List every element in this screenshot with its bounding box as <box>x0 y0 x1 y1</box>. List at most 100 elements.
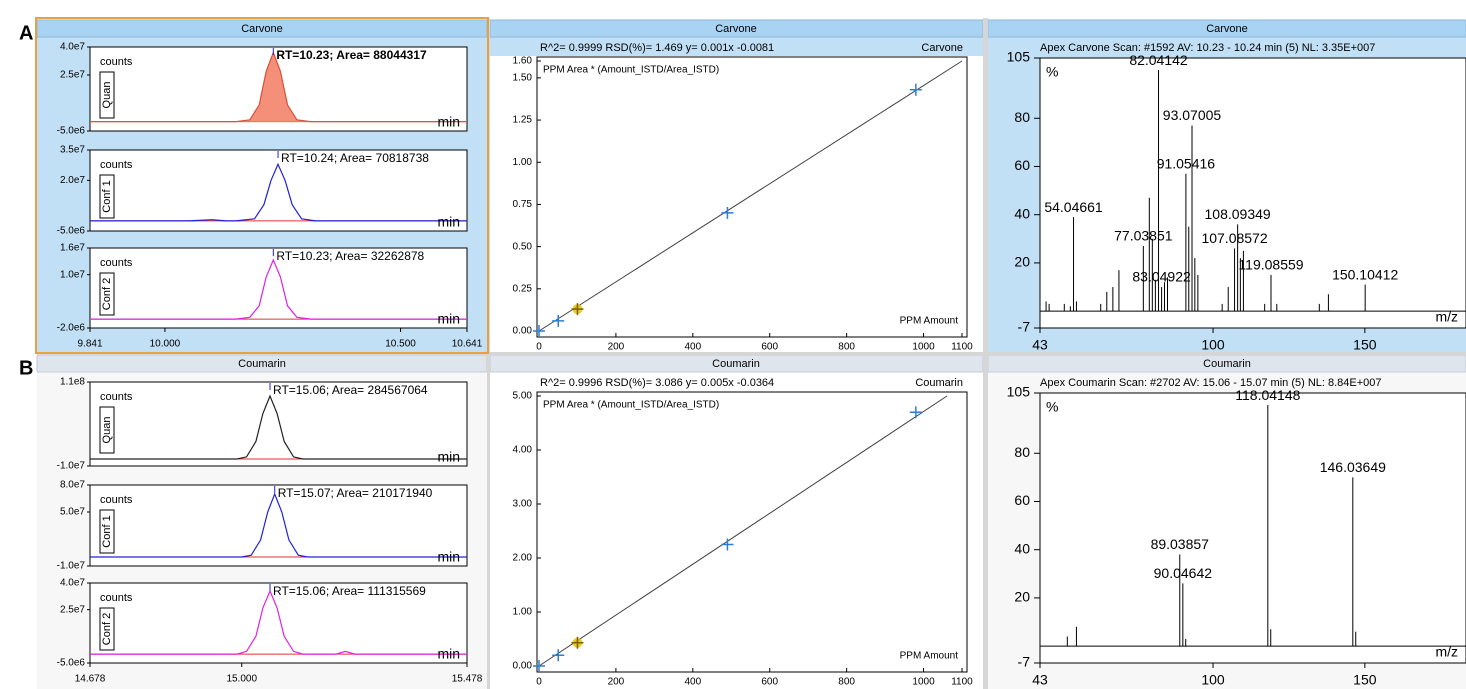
y-tick-label: 105 <box>1007 49 1031 65</box>
trace-label-box <box>99 406 115 454</box>
x-tick-label: 400 <box>684 677 701 688</box>
panel-title: Coumarin <box>238 358 286 370</box>
calibration-stats: R^2= 0.9999 RSD(%)= 1.469 y= 0.001x -0.0… <box>540 42 774 54</box>
y-axis-title: PPM Area * (Amount_ISTD/Area_ISTD) <box>543 400 719 411</box>
y-tick-label: 5.00 <box>513 391 533 402</box>
trace-label: Conf 1 <box>101 515 113 547</box>
x-tick-label: 15.478 <box>452 674 483 685</box>
x-tick-label: 200 <box>608 677 625 688</box>
peak-label: 82.04142 <box>1129 52 1188 68</box>
y-tick-label: 4.0e7 <box>60 42 85 53</box>
x-tick-label: 150 <box>1353 337 1377 353</box>
trace-label: Quan <box>101 82 113 109</box>
peak-annotation: RT=15.06; Area= 284567064 <box>273 383 428 397</box>
y-unit: counts <box>100 257 133 269</box>
content: A Carvone Carvone Carvone 4.0e7 2.5e7 -5.0e6 co… <box>19 22 1466 688</box>
trace-label-box <box>99 71 115 119</box>
y-tick-label: 0.00 <box>513 661 533 672</box>
y-tick-label: 1.00 <box>513 157 533 168</box>
x-tick-label: 1100 <box>951 677 973 688</box>
trace <box>90 258 467 320</box>
y-tick-label: 1.60 <box>513 56 533 67</box>
y-unit: counts <box>100 391 133 403</box>
x-unit: min <box>437 311 460 327</box>
x-tick-label: 0 <box>536 677 542 688</box>
y-tick-label: -7 <box>1018 319 1031 335</box>
fit-line <box>538 60 963 332</box>
calibration-point <box>552 314 565 327</box>
y-tick-label: -1.0e7 <box>57 461 86 472</box>
y-tick-label: 60 <box>1014 492 1030 508</box>
x-unit: min <box>437 549 460 565</box>
peak-label: 89.03857 <box>1151 536 1210 552</box>
x-tick-label: 43 <box>1032 672 1048 688</box>
plot-frame <box>89 149 468 232</box>
calibration-point <box>721 538 734 551</box>
y-tick-label: -1.0e7 <box>57 561 86 572</box>
y-unit: % <box>1046 399 1058 415</box>
y-tick-label: 1.25 <box>513 115 533 126</box>
x-tick-label: 9.841 <box>77 339 102 350</box>
trace-label-box <box>99 174 115 219</box>
calibration-compound: Coumarin <box>915 377 963 389</box>
y-tick-label: 0.00 <box>513 326 533 337</box>
x-tick-label: 1100 <box>951 342 973 353</box>
x-tick-label: 10.641 <box>452 339 483 350</box>
x-unit: min <box>437 646 460 662</box>
y-tick-label: -5.0e6 <box>57 126 86 137</box>
splitter[interactable] <box>37 352 1466 355</box>
y-tick-label: 60 <box>1014 157 1030 173</box>
x-unit: m/z <box>1435 644 1458 660</box>
peak-label: 77.03851 <box>1114 228 1173 244</box>
y-tick-label: 4.0e7 <box>60 578 85 589</box>
trace <box>90 394 467 460</box>
calibration-compound: Carvone <box>921 42 963 54</box>
trace-label-box <box>99 272 115 316</box>
y-tick-label: -7 <box>1018 654 1031 670</box>
x-unit: min <box>437 214 460 230</box>
y-tick-label: 4.00 <box>513 445 533 456</box>
peak-annotation: RT=10.23; Area= 88044317 <box>276 48 427 62</box>
y-unit: counts <box>100 494 133 506</box>
panel-title: Carvone <box>241 23 283 35</box>
y-tick-label: 40 <box>1014 540 1030 556</box>
panel-title: Coumarin <box>1203 358 1251 370</box>
y-tick-label: 3.5e7 <box>60 145 85 156</box>
y-tick-label: 80 <box>1014 109 1030 125</box>
x-tick-label: 14.678 <box>75 674 106 685</box>
y-unit: counts <box>100 159 133 171</box>
x-tick-label: 150 <box>1353 672 1377 688</box>
x-tick-label: 800 <box>838 342 855 353</box>
plot-frame <box>1039 57 1466 329</box>
y-tick-label: -5.0e6 <box>57 226 86 237</box>
y-tick-label: 40 <box>1014 205 1030 221</box>
trace <box>90 492 467 558</box>
y-tick-label: 3.00 <box>513 499 533 510</box>
y-tick-label: 105 <box>1007 384 1031 400</box>
panel-title: Carvone <box>715 23 757 35</box>
y-tick-label: -2.0e6 <box>57 323 86 334</box>
peak-label: 93.07005 <box>1163 107 1222 123</box>
y-tick-label: 1.50 <box>513 73 533 84</box>
x-tick-label: 10.000 <box>150 339 181 350</box>
x-tick-label: 15.000 <box>226 674 257 685</box>
peak-label: 150.10412 <box>1332 266 1398 282</box>
peak-label: 54.04661 <box>1044 199 1103 215</box>
row-letter: A <box>19 22 33 44</box>
trace-label: Conf 2 <box>101 278 113 310</box>
peak-annotation: RT=15.06; Area= 111315569 <box>273 584 426 598</box>
y-tick-label: 2.00 <box>513 553 533 564</box>
calibration-point <box>909 406 922 419</box>
x-tick-label: 600 <box>761 342 778 353</box>
trace-label: Conf 2 <box>101 613 113 645</box>
calibration-point <box>533 325 545 337</box>
x-unit: m/z <box>1435 309 1458 325</box>
calibration-point <box>721 206 734 219</box>
plot-frame <box>1039 392 1466 664</box>
plot-frame <box>89 582 468 664</box>
y-tick-label: 2.0e7 <box>60 175 85 186</box>
y-tick-label: 0.25 <box>513 283 533 294</box>
x-axis-title: PPM Amount <box>900 651 959 662</box>
y-tick-label: 5.0e7 <box>60 507 85 518</box>
